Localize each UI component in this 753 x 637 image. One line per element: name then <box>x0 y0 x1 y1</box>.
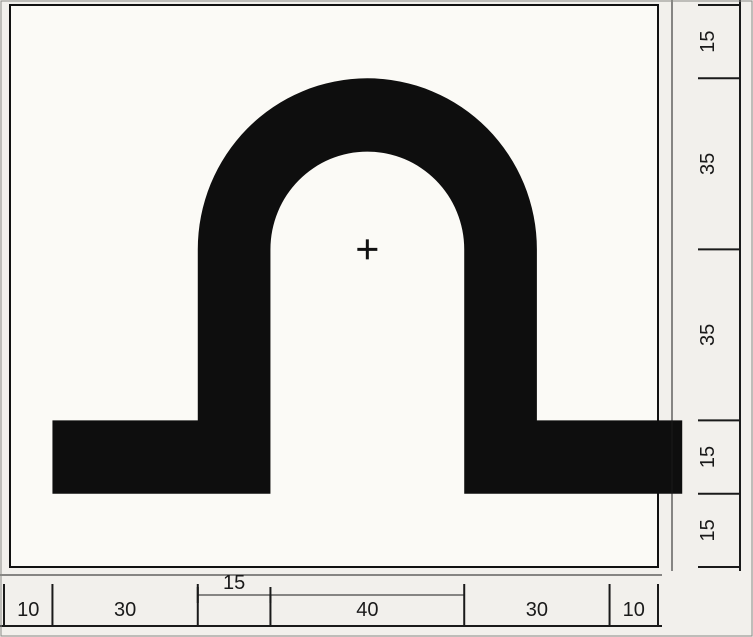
dim-label: 30 <box>526 599 548 621</box>
dim-label: 10 <box>623 599 645 621</box>
dim-label: 10 <box>17 599 39 621</box>
diagram-svg: 10 30 15 40 30 10 15 35 35 15 15 <box>0 0 753 637</box>
dim-label: 15 <box>223 572 245 594</box>
dim-label: 15 <box>697 519 719 541</box>
dim-label: 30 <box>114 599 136 621</box>
dim-label: 40 <box>356 599 378 621</box>
dim-label: 35 <box>697 324 719 346</box>
dim-label: 15 <box>697 446 719 468</box>
diagram-container: 10 30 15 40 30 10 15 35 35 15 15 <box>0 0 753 637</box>
dim-label: 15 <box>697 31 719 53</box>
dim-label: 35 <box>697 153 719 175</box>
